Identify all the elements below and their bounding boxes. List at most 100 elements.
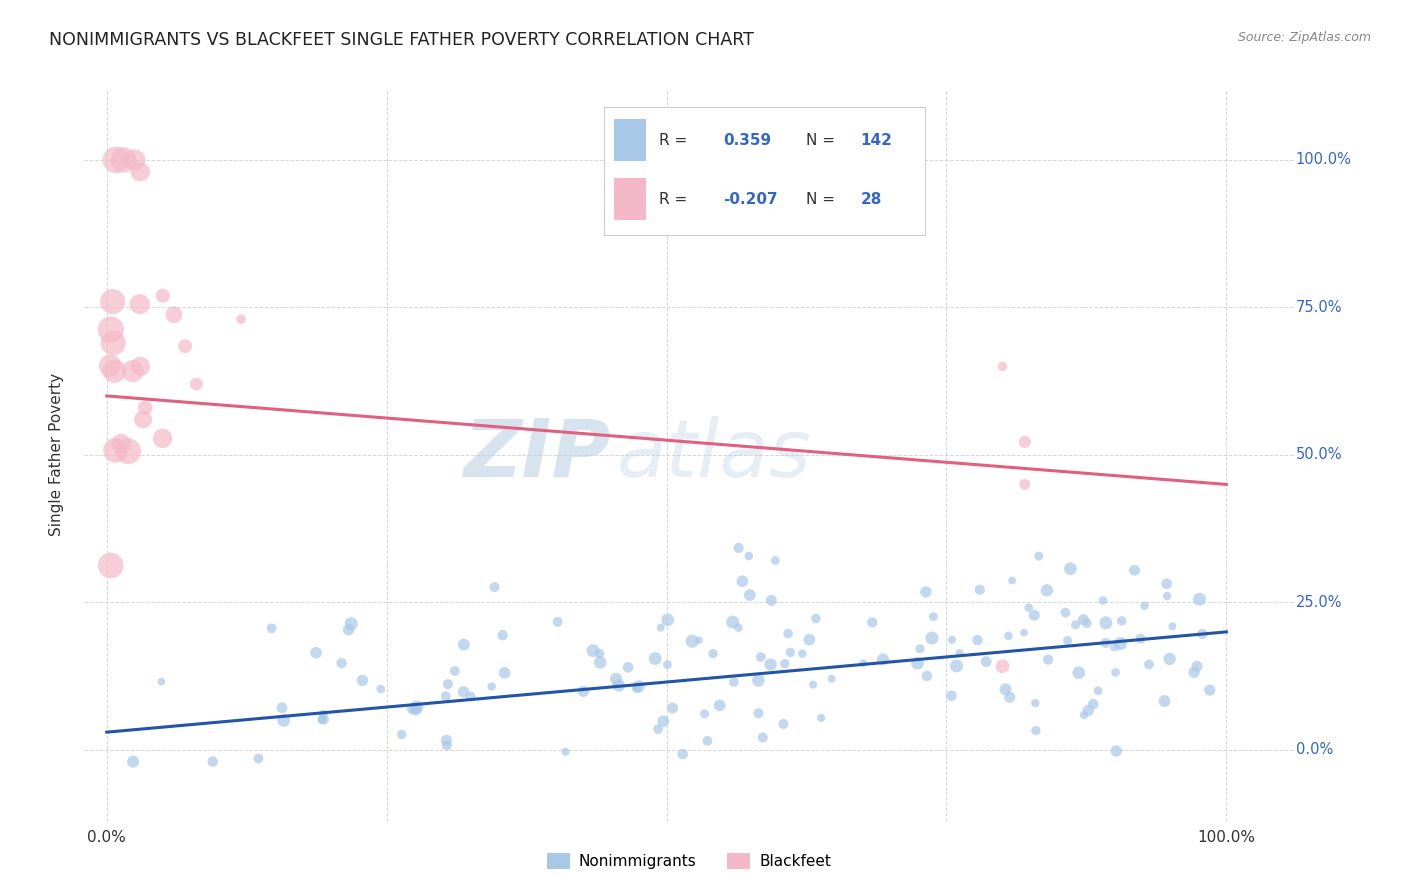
Point xyxy=(779,646,801,660)
Point xyxy=(792,647,814,661)
Point xyxy=(820,672,842,686)
Point xyxy=(1073,708,1095,723)
Point xyxy=(352,673,374,688)
Point xyxy=(644,651,666,665)
Point xyxy=(860,615,883,630)
Point xyxy=(759,657,782,672)
Point xyxy=(1156,589,1178,603)
Point xyxy=(391,727,413,741)
Point xyxy=(588,647,610,661)
Point xyxy=(752,731,775,745)
Point xyxy=(1111,614,1133,628)
Point xyxy=(1024,608,1046,623)
Text: 0.0%: 0.0% xyxy=(1296,742,1333,757)
Point xyxy=(122,755,145,769)
Point xyxy=(311,713,333,727)
Point xyxy=(969,582,991,597)
Point xyxy=(852,656,875,670)
Point xyxy=(727,541,749,555)
Point xyxy=(104,443,127,458)
Point xyxy=(337,623,360,637)
Point xyxy=(723,675,745,690)
Point xyxy=(1133,599,1156,613)
Point xyxy=(1083,697,1105,711)
Point xyxy=(672,747,695,761)
Point xyxy=(1077,704,1099,718)
Point xyxy=(1185,659,1208,673)
Point xyxy=(121,364,143,378)
Point xyxy=(152,431,174,445)
Point xyxy=(1123,563,1146,577)
Point xyxy=(402,702,425,716)
Point xyxy=(1156,576,1178,591)
Point xyxy=(247,751,270,765)
Point xyxy=(702,647,724,661)
Text: Source: ZipAtlas.com: Source: ZipAtlas.com xyxy=(1237,31,1371,45)
Point xyxy=(941,689,963,703)
Point xyxy=(994,682,1017,697)
Point xyxy=(312,707,335,722)
Point xyxy=(1109,637,1132,651)
Point xyxy=(98,359,121,373)
Text: 100.0%: 100.0% xyxy=(1296,153,1351,168)
Point xyxy=(966,633,988,648)
Point xyxy=(110,437,132,451)
Text: 75.0%: 75.0% xyxy=(1296,300,1343,315)
Point xyxy=(124,153,146,167)
Point xyxy=(1001,574,1024,588)
Point xyxy=(626,681,648,695)
Point xyxy=(749,650,772,665)
Point xyxy=(605,672,627,686)
Point xyxy=(747,706,769,721)
Point xyxy=(491,628,513,642)
Point xyxy=(437,677,460,691)
Point xyxy=(405,700,427,714)
Point xyxy=(657,657,679,672)
Point xyxy=(572,684,595,698)
Point xyxy=(747,673,769,688)
Point xyxy=(652,714,675,729)
Point xyxy=(484,580,506,594)
Point xyxy=(312,712,335,726)
Point xyxy=(945,658,967,673)
Point xyxy=(907,657,929,671)
Point xyxy=(778,626,800,640)
Point xyxy=(727,621,749,635)
Point xyxy=(1067,665,1090,680)
Point xyxy=(1129,632,1152,646)
Point xyxy=(1056,633,1078,648)
Point xyxy=(647,722,669,736)
Point xyxy=(801,678,824,692)
Point xyxy=(547,615,569,629)
Point xyxy=(974,655,997,669)
Point xyxy=(129,359,152,374)
Point xyxy=(128,297,150,311)
Legend: Nonimmigrants, Blackfeet: Nonimmigrants, Blackfeet xyxy=(541,847,837,875)
Point xyxy=(481,680,503,694)
Point xyxy=(1105,744,1128,758)
Point xyxy=(330,656,353,670)
Point xyxy=(1012,625,1035,640)
Point xyxy=(229,312,252,326)
Point xyxy=(1153,694,1175,708)
Point xyxy=(872,652,894,666)
Point xyxy=(340,616,363,631)
Point xyxy=(1182,665,1205,680)
Text: NONIMMIGRANTS VS BLACKFEET SINGLE FATHER POVERTY CORRELATION CHART: NONIMMIGRANTS VS BLACKFEET SINGLE FATHER… xyxy=(49,31,754,49)
Point xyxy=(1092,593,1115,607)
Point xyxy=(709,698,731,713)
Y-axis label: Single Father Poverty: Single Father Poverty xyxy=(49,374,63,536)
Point xyxy=(150,674,173,689)
Point xyxy=(453,685,475,699)
Point xyxy=(661,701,683,715)
Point xyxy=(1095,615,1118,630)
Point xyxy=(100,558,122,573)
Text: 50.0%: 50.0% xyxy=(1296,448,1343,462)
Point xyxy=(589,656,612,670)
Point xyxy=(405,703,427,717)
Point xyxy=(991,359,1014,374)
Point xyxy=(949,646,972,660)
Point xyxy=(1059,562,1081,576)
Point xyxy=(1076,616,1098,631)
Point xyxy=(1028,549,1050,564)
